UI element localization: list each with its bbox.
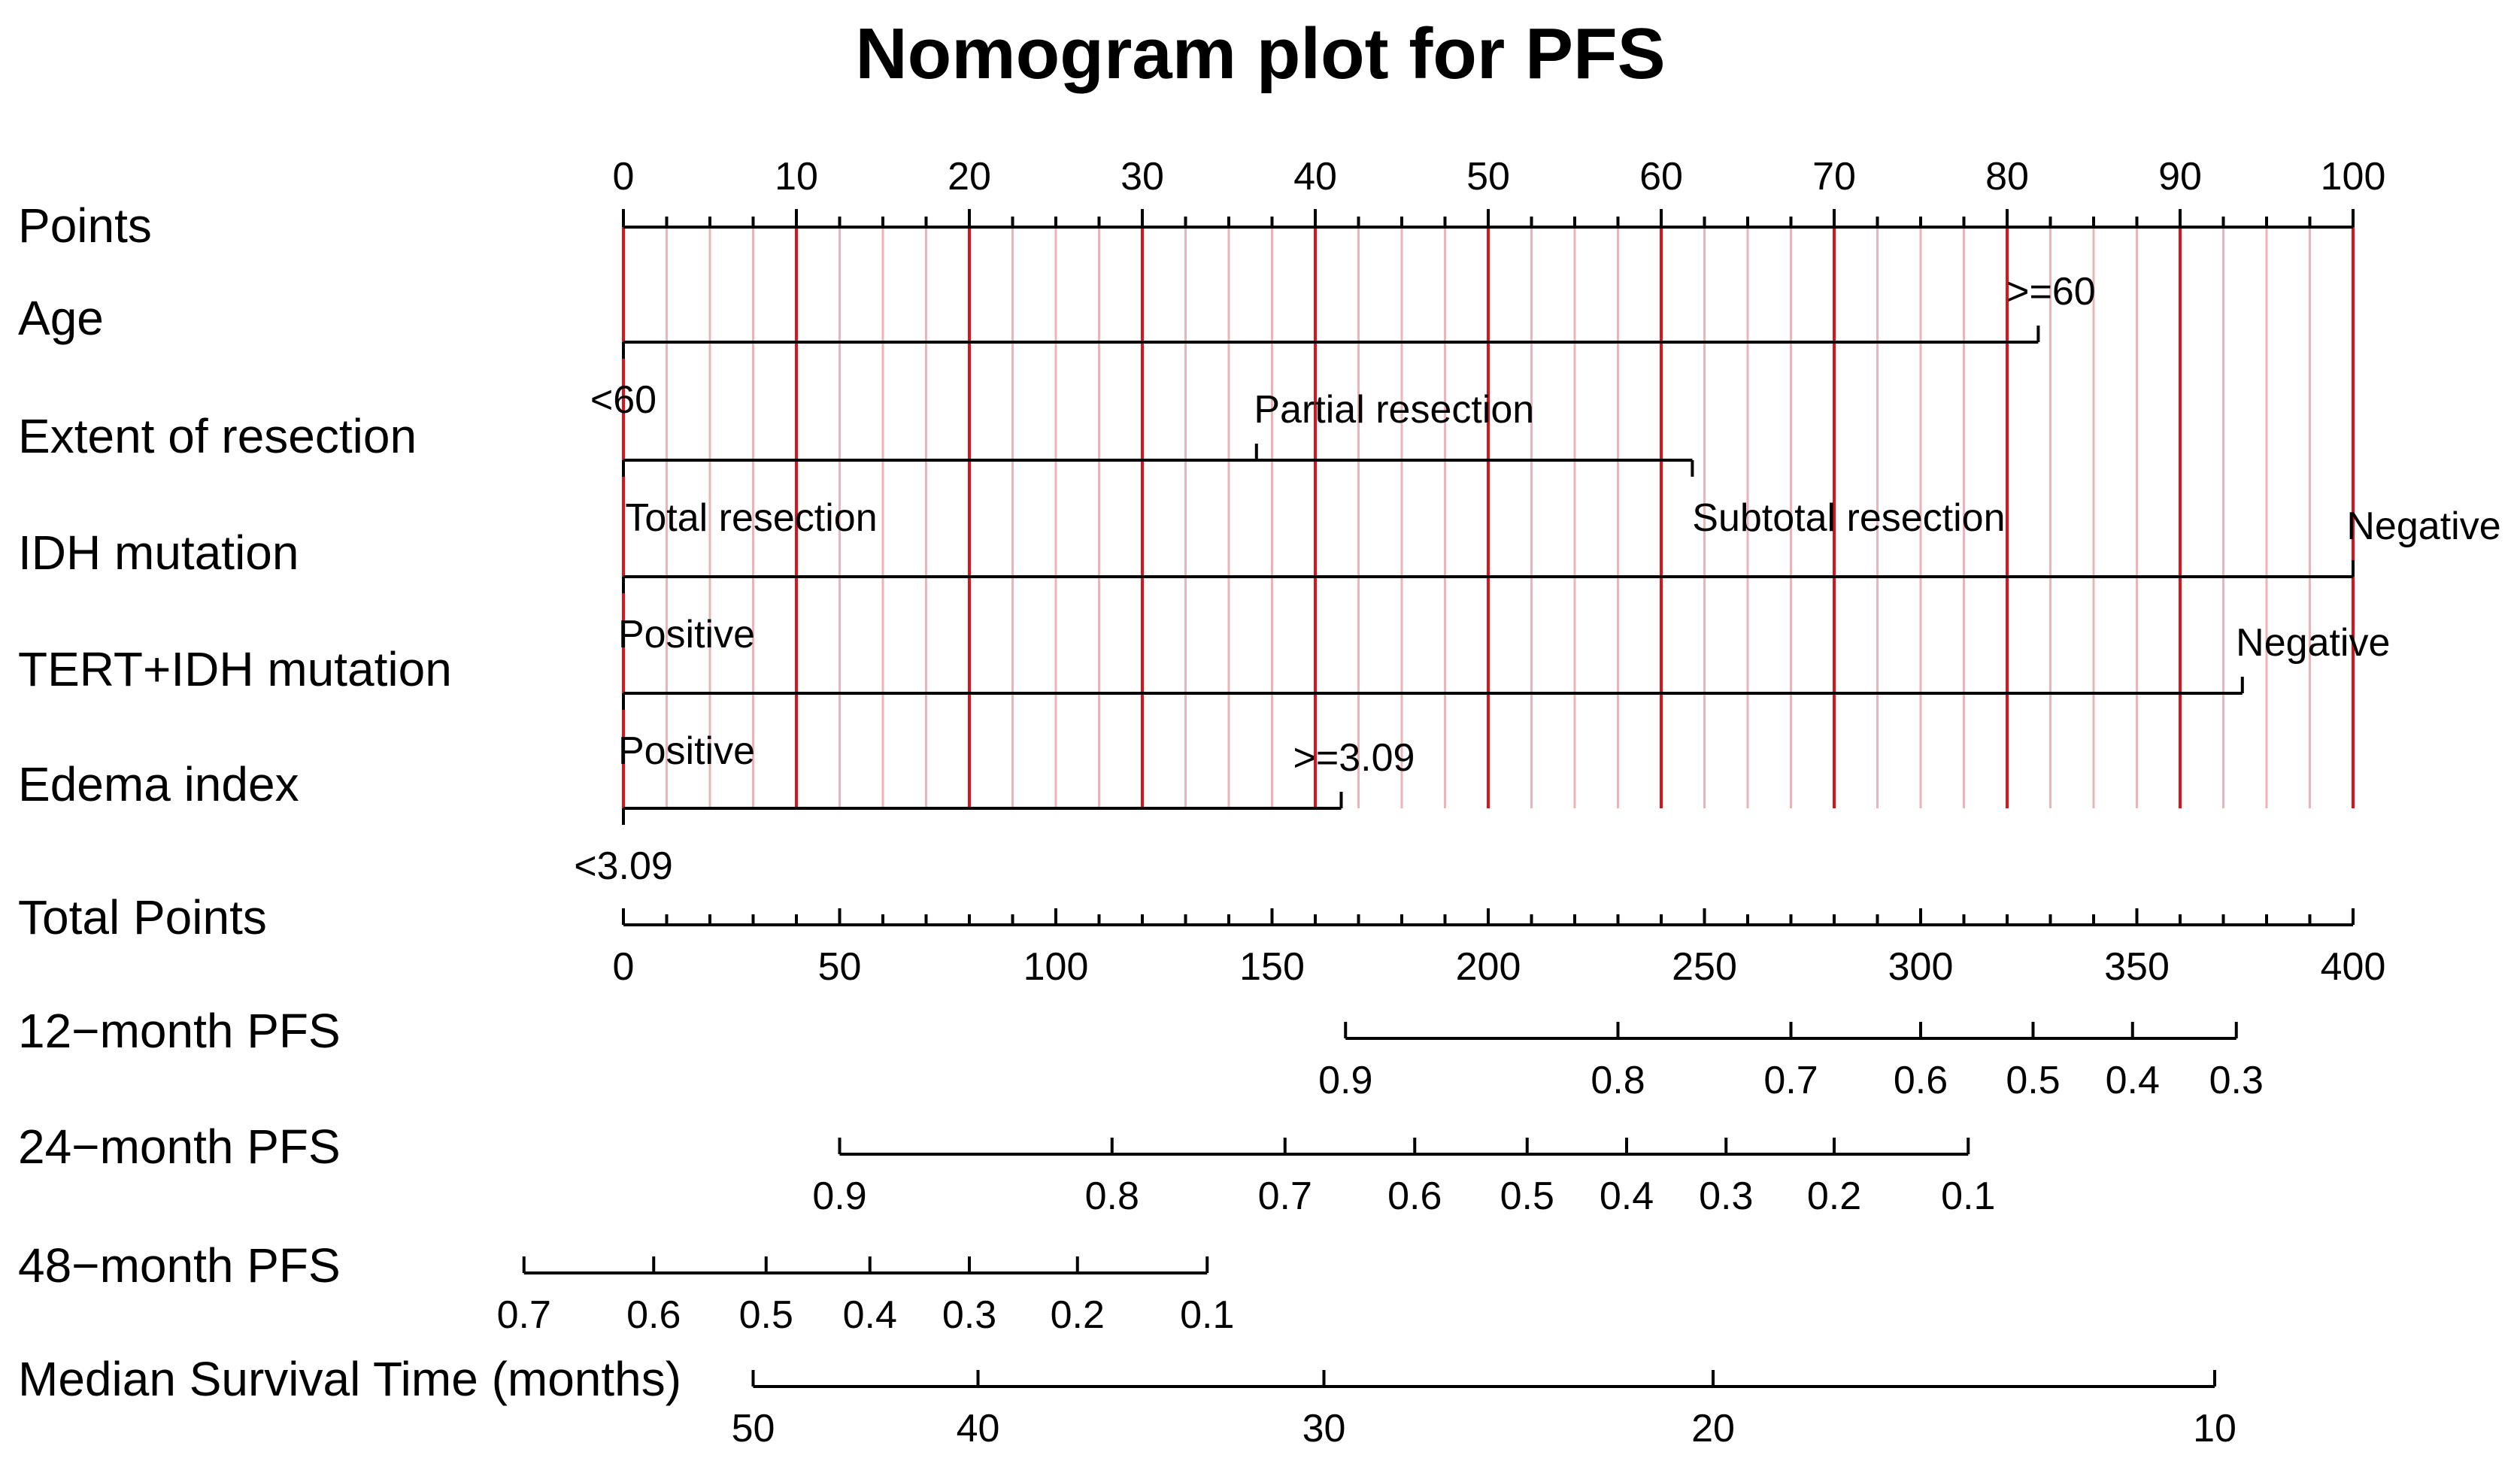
total-points-tick-label: 400 [2321,945,2386,989]
total-points-tick-label: 150 [1239,945,1305,989]
outcome-tick-label: 50 [732,1407,775,1450]
outcome-tick-label: 40 [957,1407,1000,1450]
points-tick-label: 80 [1985,155,2029,199]
outcome-tick-label: 0.9 [1318,1059,1372,1102]
outcome-tick-label: 0.7 [1258,1174,1312,1218]
points-tick-label: 20 [948,155,991,199]
points-tick-label: 60 [1639,155,1683,199]
row-label-points: Points [18,199,152,253]
row-label-outcome: Median Survival Time (months) [18,1352,681,1406]
outcome-tick-label: 0.4 [2106,1059,2160,1102]
predictor-level-label: Positive [618,729,755,773]
total-points-tick-label: 300 [1888,945,1954,989]
outcome-tick-label: 0.1 [1180,1293,1234,1337]
points-tick-label: 30 [1121,155,1164,199]
outcome-tick-label: 0.5 [739,1293,793,1337]
row-label-predictor: Edema index [18,757,299,811]
outcome-tick-label: 0.3 [942,1293,996,1337]
outcome-tick-label: 0.2 [1051,1293,1105,1337]
row-label-total-points: Total Points [18,890,267,944]
predictor-level-label: >=60 [2006,270,2096,314]
points-tick-label: 40 [1293,155,1337,199]
total-points-tick-label: 200 [1456,945,1521,989]
row-label-predictor: Age [18,291,104,345]
total-points-tick-label: 100 [1023,945,1089,989]
predictor-level-label: Subtotal resection [1692,496,2005,540]
total-points-tick-label: 0 [613,945,635,989]
row-label-outcome: 48−month PFS [18,1238,341,1293]
points-tick-label: 90 [2158,155,2202,199]
chart-title: Nomogram plot for PFS [855,14,1665,94]
outcome-tick-label: 0.8 [1085,1174,1139,1218]
outcome-tick-label: 0.5 [2006,1059,2060,1102]
outcome-tick-label: 0.7 [1763,1059,1818,1102]
outcome-tick-label: 0.6 [1387,1174,1442,1218]
predictor-level-label: Negative [2346,505,2500,548]
outcome-tick-label: 0.9 [812,1174,866,1218]
predictor-level-label: Positive [618,613,755,656]
outcome-tick-label: 0.2 [1807,1174,1861,1218]
predictor-level-label: Negative [2236,621,2390,665]
points-gridlines [622,227,2355,808]
outcome-tick-label: 0.3 [1699,1174,1753,1218]
points-tick-label: 10 [775,155,818,199]
outcome-tick-label: 0.6 [626,1293,681,1337]
outcome-tick-label: 0.6 [1894,1059,1948,1102]
points-tick-label: 50 [1466,155,1510,199]
outcome-tick-label: 0.7 [497,1293,551,1337]
outcome-tick-label: 10 [2193,1407,2236,1450]
points-tick-label: 0 [613,155,635,199]
row-label-predictor: Extent of resection [18,409,417,463]
points-tick-label: 100 [2321,155,2386,199]
row-label-outcome: 24−month PFS [18,1120,341,1174]
outcome-tick-label: 0.5 [1500,1174,1554,1218]
outcome-tick-label: 20 [1691,1407,1735,1450]
outcome-tick-label: 0.1 [1941,1174,1995,1218]
outcome-tick-label: 0.4 [1600,1174,1654,1218]
total-points-tick-label: 350 [2104,945,2170,989]
total-points-tick-label: 250 [1672,945,1737,989]
row-label-predictor: TERT+IDH mutation [18,642,452,696]
predictor-level-label: <3.09 [574,844,673,888]
total-points-tick-label: 50 [818,945,862,989]
outcome-tick-label: 0.3 [2209,1059,2264,1102]
row-label-outcome: 12−month PFS [18,1004,341,1058]
predictor-level-label: Total resection [625,496,877,540]
predictor-level-label: >=3.09 [1293,736,1415,780]
points-tick-label: 70 [1812,155,1856,199]
outcome-tick-label: 30 [1302,1407,1346,1450]
predictor-level-label: <60 [590,378,657,422]
outcome-tick-label: 0.8 [1591,1059,1645,1102]
predictor-level-label: Partial resection [1254,388,1534,432]
row-label-predictor: IDH mutation [18,526,299,580]
outcome-tick-label: 0.4 [843,1293,897,1337]
